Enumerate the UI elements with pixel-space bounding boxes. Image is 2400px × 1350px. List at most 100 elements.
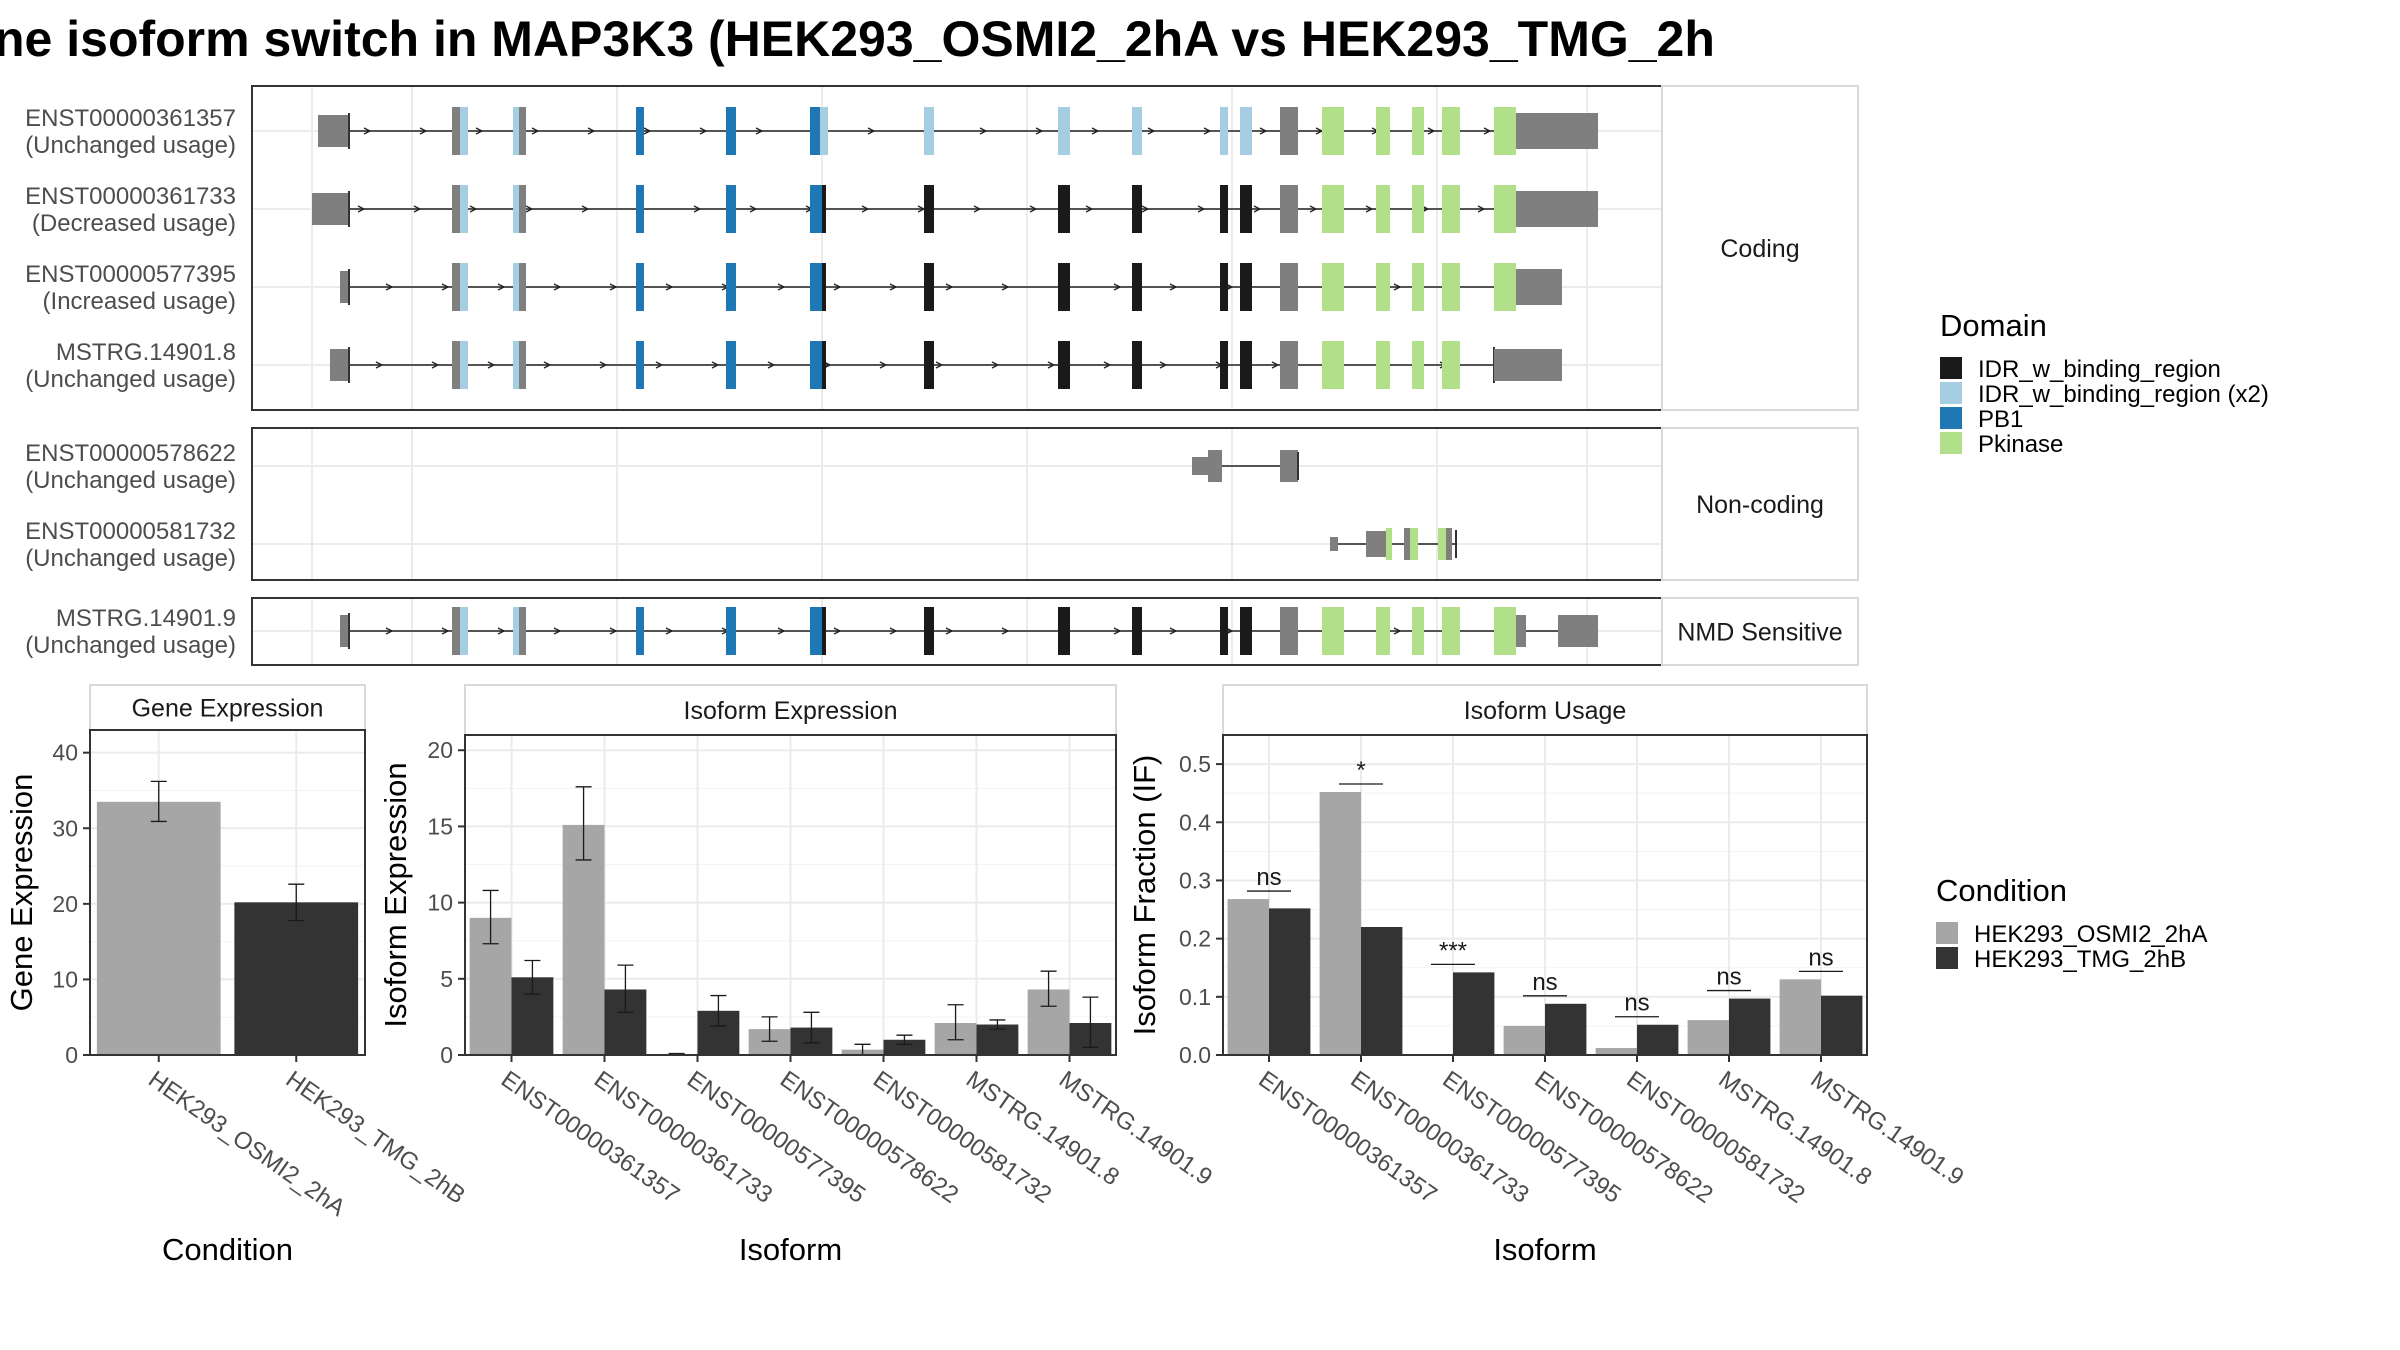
domain-legend-label: PB1 [1978,406,2023,433]
strand-arrow [973,205,982,213]
exon-block [820,107,828,155]
chart-title: Isoform Expression [684,697,898,725]
strand-arrow [945,627,954,635]
strand-arrow [777,283,786,291]
strand-arrow [867,127,876,135]
significance-label: * [1356,757,1365,784]
chart-title: Gene Expression [132,695,324,723]
x-axis-title: Isoform [739,1232,842,1267]
y-tick-label: 0.3 [1179,867,1211,893]
strand-arrow [767,361,776,369]
strand-arrow [1271,361,1280,369]
y-tick-label: 0 [440,1042,453,1068]
error-bar [989,1019,1006,1030]
facet-strip-label: NMD Sensitive [1677,619,1842,647]
strand-arrow [531,127,540,135]
transcript-usage-label: (Unchanged usage) [25,545,236,572]
error-bar [1040,970,1057,1007]
exon-block [726,185,736,233]
bar [883,1039,926,1055]
transcript-facet-background [252,86,1662,410]
strand-arrow [375,361,384,369]
exon-block [1280,341,1298,389]
strand-arrow [699,127,708,135]
y-tick-label: 30 [52,815,78,841]
exon-block [1322,607,1344,655]
exon-block [1412,263,1424,311]
y-axis-title: Isoform Expression [378,762,413,1027]
y-tick-label: 5 [440,966,453,992]
condition-legend-title: Condition [1936,873,2067,908]
exon-block [1280,107,1298,155]
strand-arrow [385,627,394,635]
strand-arrow [711,361,720,369]
exon-block [1058,263,1070,311]
strand-arrow [363,127,372,135]
exon-block [1330,537,1338,551]
condition-legend-label: HEK293_TMG_2hB [1974,946,2186,973]
transcript-id-label: MSTRG.14901.8 [56,339,236,366]
exon-block [1516,269,1562,305]
exon-block [726,263,736,311]
exon-block [1280,185,1298,233]
bar [1319,792,1361,1055]
bar [1361,927,1403,1055]
strand-arrow [749,205,758,213]
bar [562,824,605,1055]
exon-block [1322,185,1344,233]
strand-arrow [655,361,664,369]
exon-block [460,185,468,233]
strand-arrow [1197,205,1206,213]
facet-strip [89,684,366,731]
y-tick-label: 0.0 [1179,1042,1211,1068]
strand-arrow [599,361,608,369]
error-bar [761,1016,778,1042]
exon-block [312,193,348,225]
exon-block [340,615,348,647]
error-bar [150,780,167,823]
strand-arrow [469,205,478,213]
y-tick-label: 0.2 [1179,926,1211,952]
y-tick-label: 10 [427,890,453,916]
strand-arrow [497,627,506,635]
error-bar [947,1004,964,1041]
error-bar [617,964,634,1013]
exon-block [924,607,934,655]
bar [1637,1024,1679,1055]
strand-arrow [609,283,618,291]
strand-arrow [945,283,954,291]
exon-block [318,115,348,147]
strand-arrow [1477,205,1486,213]
condition-legend-key [1936,922,1958,944]
y-tick-label: 0.1 [1179,984,1211,1010]
strand-arrow [1085,205,1094,213]
exon-block [1220,341,1228,389]
exon-block [1376,107,1390,155]
exon-block [1132,341,1142,389]
exon-block [1412,341,1424,389]
exon-block [1220,263,1228,311]
y-tick-label: 20 [427,737,453,763]
strand-arrow [833,627,842,635]
strand-arrow [777,627,786,635]
exon-block [1240,263,1252,311]
exon-block [810,185,822,233]
exon-block [1494,349,1562,381]
bar [1779,979,1821,1055]
exon-block [822,185,826,233]
exon-block [636,263,644,311]
exon-block [822,607,826,655]
bar [1595,1048,1637,1055]
exon-block [1442,263,1460,311]
strand-arrow [431,361,440,369]
y-tick-label: 15 [427,813,453,839]
exon-block [810,341,822,389]
exon-block [330,349,348,381]
exon-block [1494,607,1516,655]
exon-block [1410,528,1418,560]
strand-arrow [587,127,596,135]
exon-block [1132,185,1142,233]
strand-arrow [357,205,366,213]
strand-arrow [525,205,534,213]
